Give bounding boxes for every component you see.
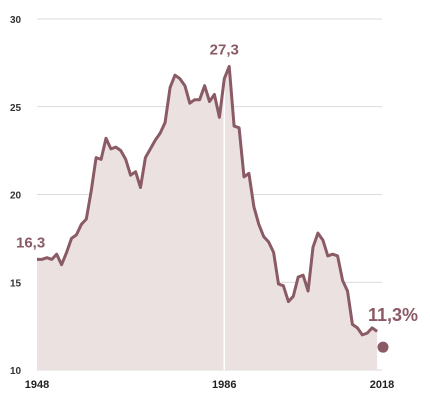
x-tick-label: 1948 (25, 379, 49, 391)
area-fill (37, 66, 378, 371)
x-tick-label: 2018 (370, 379, 394, 391)
x-axis-ticks: 1948 1986 2018 (25, 379, 394, 391)
series-line (37, 64, 378, 337)
y-tick-label: 10 (10, 366, 22, 377)
y-axis-ticks: 10 15 20 25 30 (10, 15, 22, 377)
start-value-label: 16,3 (16, 234, 45, 251)
annotations: 16,3 27,3 11,3% (16, 41, 418, 325)
end-value-label: 11,3% (368, 305, 418, 325)
y-tick-label: 25 (10, 103, 22, 114)
peak-value-label: 27,3 (210, 41, 239, 58)
y-tick-label: 15 (10, 278, 22, 289)
y-tick-label: 20 (10, 191, 22, 202)
last-value-dot (377, 341, 389, 353)
y-tick-label: 30 (10, 15, 22, 26)
x-tick-label: 1986 (212, 379, 236, 391)
